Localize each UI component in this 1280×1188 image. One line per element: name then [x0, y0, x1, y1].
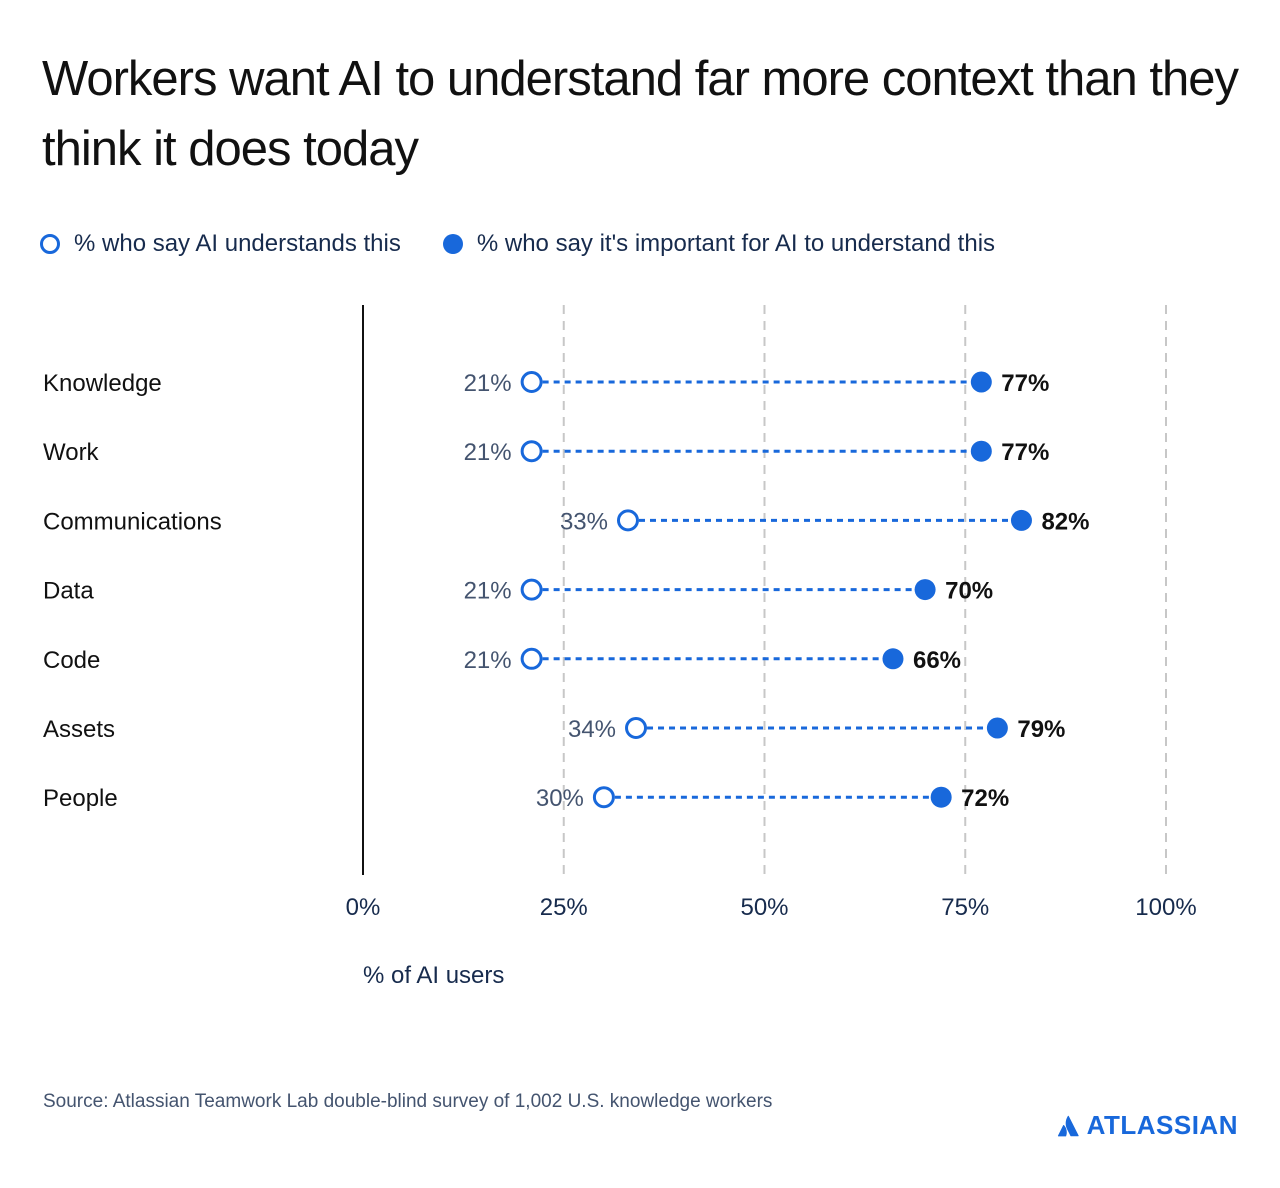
important-value-label: 70% [945, 578, 993, 605]
dumbbell-chart: 0% 25% 50% 75% 100% Knowledge 21% 77% Work 21% 77%… [43, 305, 1197, 921]
understands-point [520, 371, 543, 393]
source-note: Source: Atlassian Teamwork Lab double-bl… [43, 1091, 773, 1112]
atlassian-logo: ATLASSIAN [1057, 1110, 1238, 1141]
important-point [1010, 509, 1032, 531]
x-tick-label: 100% [1135, 894, 1196, 921]
understands-point [520, 578, 543, 601]
important-value-label: 82% [1041, 508, 1089, 535]
category-label: Knowledge [43, 370, 162, 397]
important-point [970, 371, 992, 393]
important-value-label: 77% [1001, 370, 1049, 397]
category-label: Data [43, 578, 94, 605]
understands-value-label: 30% [536, 785, 584, 812]
understands-point [616, 509, 639, 532]
chart-legend: % who say AI understands this % who say … [40, 226, 1037, 262]
x-tick-label: 50% [740, 894, 788, 921]
important-point [914, 579, 936, 601]
understands-value-label: 33% [560, 508, 608, 535]
category-label: Code [43, 647, 100, 674]
category-label: Assets [43, 716, 115, 743]
understands-point [625, 717, 648, 739]
important-point [882, 648, 904, 670]
important-point [930, 786, 952, 808]
important-value-label: 66% [913, 647, 961, 674]
understands-value-label: 21% [464, 578, 512, 605]
atlassian-logo-icon [1057, 1115, 1079, 1136]
x-tick-label: 25% [540, 894, 588, 921]
x-tick-label: 75% [941, 894, 989, 921]
important-point [986, 717, 1008, 739]
category-label: Communications [43, 508, 222, 535]
important-value-label: 72% [961, 785, 1009, 812]
understands-value-label: 21% [464, 647, 512, 674]
category-label: People [43, 785, 118, 812]
filled-circle-marker [442, 234, 463, 254]
understands-value-label: 34% [568, 716, 616, 743]
logo-wordmark: ATLASSIAN [1086, 1110, 1238, 1140]
hollow-circle-marker [40, 234, 60, 254]
understands-point [592, 786, 615, 809]
understands-value-label: 21% [464, 370, 512, 397]
legend-item-understands: % who say AI understands this [40, 230, 401, 258]
category-label: Work [43, 439, 100, 466]
understands-point [520, 647, 543, 670]
legend-label-important: % who say it's important for AI to under… [476, 230, 996, 257]
important-point [970, 440, 992, 462]
understands-point [520, 440, 543, 463]
x-axis-title: % of AI users [363, 962, 505, 989]
x-tick-label: 0% [346, 894, 381, 921]
chart-title: Workers want AI to understand far more c… [42, 52, 1239, 176]
important-value-label: 79% [1017, 716, 1065, 743]
understands-value-label: 21% [464, 439, 512, 466]
legend-label-understands: % who say AI understands this [74, 230, 401, 257]
important-value-label: 77% [1001, 439, 1049, 466]
legend-item-important: % who say it's important for AI to under… [442, 230, 996, 258]
